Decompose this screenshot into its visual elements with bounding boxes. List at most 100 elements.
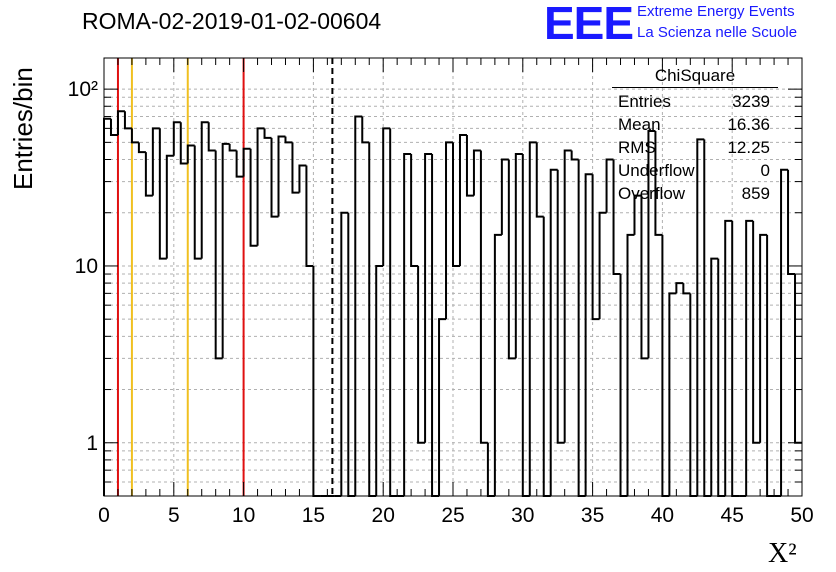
x-tick-label: 40 (651, 504, 674, 527)
histogram-bin (507, 159, 516, 360)
x-tick-label: 35 (581, 504, 604, 527)
y-axis-label: Entries/bin (8, 67, 38, 190)
histogram-bin (452, 142, 460, 267)
histogram-bin (745, 219, 754, 496)
histogram-bin (249, 148, 258, 247)
histogram-bin (270, 137, 279, 218)
histogram-bin (116, 110, 125, 136)
histogram-bin (465, 135, 474, 197)
stats-value: 3239 (732, 92, 770, 111)
histogram-bin (710, 257, 719, 496)
histogram-bin (375, 264, 384, 496)
histogram-bin (354, 115, 363, 496)
histogram-bin (361, 116, 370, 144)
histogram-bin (577, 159, 586, 497)
histogram-bin (193, 145, 202, 260)
x-axis-label: X² (768, 538, 797, 569)
histogram-bin (521, 153, 530, 497)
histogram-bin (312, 265, 321, 497)
histogram-bin (542, 216, 551, 497)
x-tick-label: 25 (441, 504, 464, 527)
histogram-bin (137, 142, 146, 154)
histogram-bin (458, 134, 467, 266)
histogram-bin (403, 152, 412, 496)
stats-value: 0 (760, 161, 770, 180)
histogram-bin (340, 211, 349, 496)
histogram-bin (103, 117, 111, 496)
histogram-bin (500, 158, 509, 235)
histogram-bin (724, 219, 733, 496)
eee-logo-line1: Extreme Energy Events (637, 3, 795, 20)
histogram-bin (612, 159, 621, 276)
histogram-bin (228, 143, 237, 152)
stats-label: Overflow (618, 184, 686, 203)
histogram-bin (382, 127, 391, 266)
histogram-bin (640, 195, 649, 360)
histogram-bin (787, 169, 796, 276)
histogram-bin (242, 147, 251, 177)
histogram-bin (165, 154, 174, 259)
histogram-bin (158, 128, 167, 260)
histogram-bin (277, 135, 286, 217)
x-tick-label: 45 (721, 504, 744, 527)
x-tick-label: 15 (302, 504, 325, 527)
histogram-bin (591, 174, 600, 321)
threshold-lines (116, 58, 334, 496)
histogram-bin (151, 127, 160, 196)
stats-label: RMS (618, 138, 656, 157)
run-title: ROMA-02-2019-01-02-00604 (82, 8, 382, 34)
histogram-bin (493, 233, 502, 496)
histogram-bin (445, 141, 453, 320)
histogram-bin (144, 152, 153, 197)
histogram-bin (682, 283, 691, 295)
histogram-bin (598, 211, 607, 320)
stats-row-entries: Entries 3239 (612, 90, 778, 113)
histogram-bin (514, 152, 523, 359)
histogram-bin (207, 122, 216, 152)
y-tick-label: 1 (86, 432, 98, 455)
stats-value: 859 (741, 184, 770, 203)
histogram-bin (549, 168, 558, 496)
y-tick-label: 10² (68, 78, 98, 101)
stats-row-overflow: Overflow 859 (612, 182, 778, 205)
histogram-bin (584, 173, 593, 496)
histogram-bin (654, 130, 663, 236)
histogram-bin (563, 149, 572, 443)
eee-logo-letters: EEE (544, 0, 634, 49)
histogram-bin (689, 293, 698, 497)
histogram-bin (389, 128, 398, 497)
histogram-bin (535, 142, 544, 218)
histogram-bin (256, 127, 265, 246)
histogram-bin (284, 136, 293, 144)
stats-label: Mean (618, 115, 661, 134)
stats-row-rms: RMS 12.25 (612, 136, 778, 159)
histogram-bin (605, 158, 614, 213)
histogram-bin (305, 165, 314, 267)
histogram-bin (417, 265, 426, 444)
x-tick-label: 10 (232, 504, 255, 527)
y-tick-label: 10 (75, 255, 98, 278)
eee-logo-line2: La Scienza nelle Scuole (637, 24, 798, 41)
histogram-bin (123, 111, 132, 130)
histogram-bin (626, 233, 635, 496)
stats-title: ChiSquare (612, 66, 778, 88)
histogram-bin (172, 121, 181, 156)
eee-logo: EEE Extreme Energy Events La Scienza nel… (540, 0, 836, 49)
histogram-bin (424, 152, 433, 443)
histogram-bin (668, 292, 677, 496)
histogram-bin (263, 128, 272, 139)
histogram-bin (410, 153, 419, 267)
histogram-bin (438, 318, 447, 496)
histogram-bin (109, 118, 118, 137)
histogram-bin (200, 121, 209, 259)
axes: 0 5 10 15 20 25 30 35 40 45 50 1 10 10² (68, 57, 814, 527)
histogram-bin (298, 164, 307, 193)
histogram-bin (130, 128, 139, 144)
histogram-bin (759, 233, 768, 443)
stats-box: ChiSquare Entries 3239 Mean 16.36 RMS 12… (612, 66, 778, 205)
histogram-bin (696, 138, 705, 496)
x-tick-label: 5 (168, 504, 180, 527)
histogram-bin (431, 153, 440, 497)
histogram-bin (179, 122, 188, 165)
